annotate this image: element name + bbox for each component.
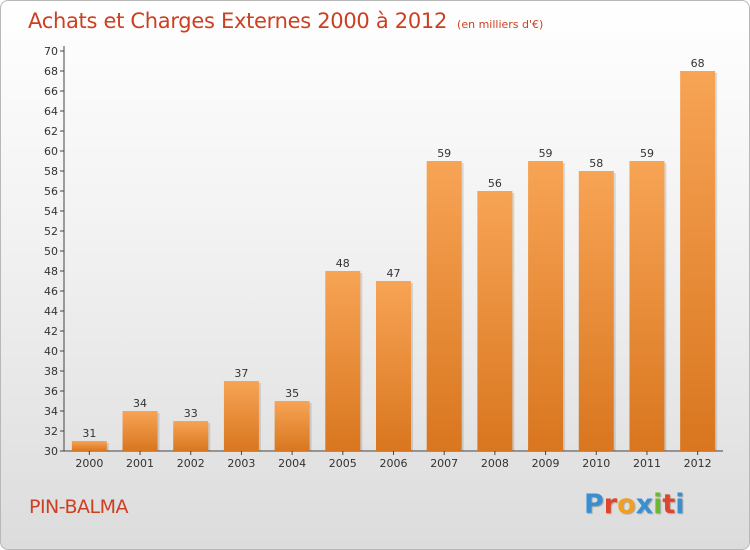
chart-header: Achats et Charges Externes 2000 à 2012 (e…: [28, 9, 543, 33]
bar-value-label: 33: [184, 407, 198, 420]
y-tick-label: 62: [44, 125, 58, 138]
bar: [122, 411, 158, 451]
proxiti-logo: Proxiti: [584, 489, 685, 520]
x-tick-label: 2004: [278, 457, 306, 470]
bar-value-label: 31: [82, 427, 96, 440]
y-tick-label: 52: [44, 225, 58, 238]
y-tick-label: 68: [44, 65, 58, 78]
x-tick-label: 2005: [329, 457, 357, 470]
chart-unit: (en milliers d'€): [457, 18, 544, 31]
labels: 31 2000 34 2001 33 2002 37 2003 35 2004 48 2005 47 20…: [75, 57, 711, 470]
logo-letter: i: [653, 489, 663, 520]
y-tick-label: 56: [44, 185, 58, 198]
bar: [528, 161, 564, 451]
chart-title: Achats et Charges Externes 2000 à 2012: [28, 9, 448, 33]
x-tick-label: 2008: [481, 457, 509, 470]
bar: [71, 441, 107, 451]
y-tick-label: 60: [44, 145, 58, 158]
x-tick-label: 2009: [532, 457, 560, 470]
bar: [426, 161, 462, 451]
y-tick-label: 58: [44, 165, 58, 178]
logo-letter: i: [675, 489, 685, 520]
x-tick-label: 2001: [126, 457, 154, 470]
bar-value-label: 59: [539, 147, 553, 160]
bar: [680, 71, 716, 451]
bar-value-label: 34: [133, 397, 147, 410]
logo-letter: o: [617, 489, 636, 520]
bar: [223, 381, 259, 451]
logo-letter: x: [635, 489, 654, 520]
y-tick-label: 30: [44, 445, 58, 458]
logo-letter: t: [662, 489, 676, 520]
bar-value-label: 47: [387, 267, 401, 280]
bar: [274, 401, 310, 451]
y-tick-label: 54: [44, 205, 58, 218]
logo-letter: r: [603, 489, 618, 520]
axes: 30 32 34 36 38 40 42 44 46 48 50 52 54 56 58 60 62 64 66 68…: [44, 45, 723, 458]
x-tick-label: 2010: [582, 457, 610, 470]
bar-value-label: 48: [336, 257, 350, 270]
y-tick-label: 44: [44, 305, 58, 318]
x-tick-label: 2002: [177, 457, 205, 470]
y-tick-label: 70: [44, 45, 58, 58]
bar-value-label: 59: [640, 147, 654, 160]
bar-value-label: 68: [691, 57, 705, 70]
logo-letter: P: [584, 489, 604, 520]
y-tick-label: 48: [44, 265, 58, 278]
y-tick-label: 32: [44, 425, 58, 438]
bar-value-label: 35: [285, 387, 299, 400]
x-tick-label: 2007: [430, 457, 458, 470]
y-tick-label: 64: [44, 105, 58, 118]
bar-value-label: 37: [234, 367, 248, 380]
y-tick-label: 46: [44, 285, 58, 298]
y-tick-label: 34: [44, 405, 58, 418]
commune-name: PIN-BALMA: [29, 496, 128, 518]
y-tick-label: 36: [44, 385, 58, 398]
bar-value-label: 59: [437, 147, 451, 160]
x-tick-label: 2012: [684, 457, 712, 470]
x-tick-label: 2003: [227, 457, 255, 470]
bar: [376, 281, 411, 451]
bars: [71, 71, 718, 451]
bar: [629, 161, 665, 451]
bar: [578, 171, 614, 451]
bar: [477, 191, 513, 451]
x-tick-label: 2011: [633, 457, 661, 470]
y-tick-label: 42: [44, 325, 58, 338]
bar: [325, 271, 361, 451]
x-tick-label: 2006: [380, 457, 408, 470]
y-tick-label: 66: [44, 85, 58, 98]
bar-value-label: 58: [589, 157, 603, 170]
y-tick-label: 40: [44, 345, 58, 358]
x-tick-label: 2000: [75, 457, 103, 470]
bar-value-label: 56: [488, 177, 502, 190]
y-tick-label: 50: [44, 245, 58, 258]
bar: [173, 421, 209, 451]
y-tick-label: 38: [44, 365, 58, 378]
